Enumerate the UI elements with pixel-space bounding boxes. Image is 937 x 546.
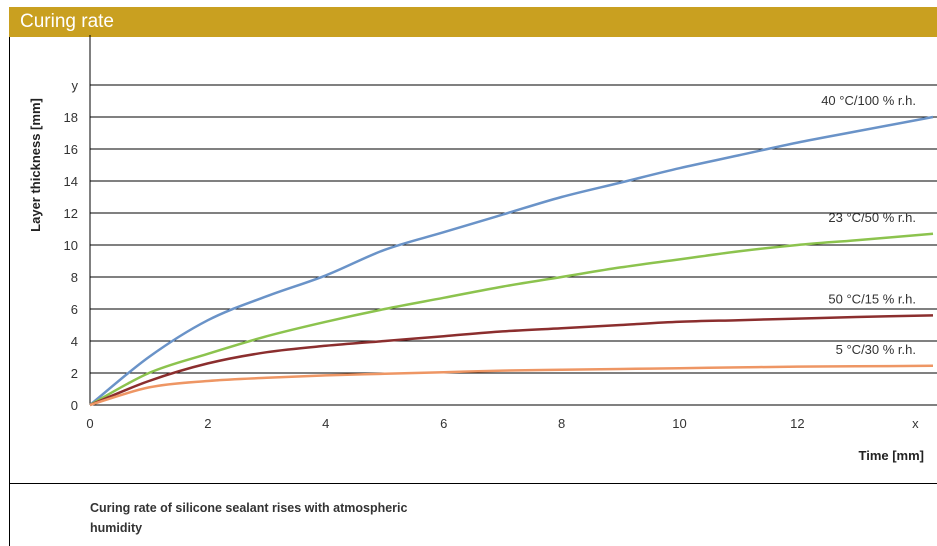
y-tick-label: 12: [64, 206, 78, 221]
series-line: [89, 364, 934, 407]
gridlines: [89, 35, 937, 406]
y-tick-label: 14: [64, 174, 78, 189]
y-tick-labels: 0 2 4 6 8 10 12 14 16 18 y: [64, 78, 79, 413]
series-line: [89, 232, 934, 407]
series-label: 5 °C/30 % r.h.: [836, 342, 916, 357]
y-axis-label: Layer thickness [mm]: [28, 98, 43, 232]
series-line: [89, 115, 934, 406]
chart-frame: [9, 37, 937, 546]
y-tick-label: 6: [71, 302, 78, 317]
x-tick-label: 12: [790, 416, 804, 431]
y-tick-label: 10: [64, 238, 78, 253]
y-tick-label: 2: [71, 366, 78, 381]
series-label: 23 °C/50 % r.h.: [828, 210, 916, 225]
y-tick-label: y: [72, 78, 79, 93]
y-tick-label: 0: [71, 398, 78, 413]
caption-divider: [9, 483, 937, 484]
x-tick-label: 2: [204, 416, 211, 431]
y-tick-label: 4: [71, 334, 78, 349]
x-tick-label: x: [912, 416, 919, 431]
series-labels: 40 °C/100 % r.h. 23 °C/50 % r.h. 50 °C/15 …: [821, 93, 916, 357]
x-axis-label: Time [mm]: [859, 448, 925, 463]
y-tick-label: 8: [71, 270, 78, 285]
x-tick-labels: 0 2 4 6 8 10 12 x: [86, 416, 919, 431]
series-lines: [89, 115, 934, 407]
x-tick-label: 8: [558, 416, 565, 431]
header-bar: Curing rate: [9, 7, 937, 37]
x-tick-label: 4: [322, 416, 329, 431]
x-tick-label: 10: [672, 416, 686, 431]
chart-caption: Curing rate of silicone sealant rises wi…: [90, 501, 408, 535]
y-tick-label: 18: [64, 110, 78, 125]
series-label: 40 °C/100 % r.h.: [821, 93, 916, 108]
x-tick-label: 6: [440, 416, 447, 431]
y-tick-label: 16: [64, 142, 78, 157]
x-tick-label: 0: [86, 416, 93, 431]
series-label: 50 °C/15 % r.h.: [828, 291, 916, 306]
chart: 0 2 4 6 8 10 12 14 16 18 y 0 2 4 6 8 10 12 x 40 °C/100 % …: [28, 35, 937, 463]
series-line: [89, 314, 934, 407]
page-title: Curing rate: [20, 11, 114, 32]
